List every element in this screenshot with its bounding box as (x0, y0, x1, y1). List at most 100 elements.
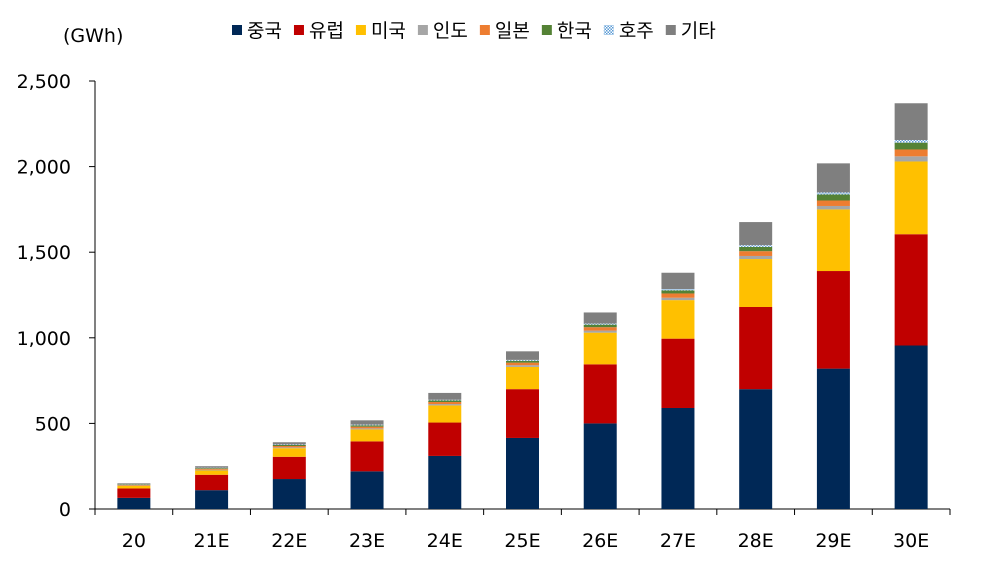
bar-stack (428, 393, 461, 509)
bar-segment (817, 163, 850, 192)
x-tick-label: 22E (271, 530, 307, 552)
legend-swatch (356, 25, 366, 35)
bar-segment (506, 361, 539, 363)
bar-segment (506, 363, 539, 366)
bar-segment (351, 425, 384, 426)
bar-segment (895, 140, 928, 143)
bar-segment (817, 192, 850, 194)
legend-swatch (232, 25, 242, 35)
bar-segment (661, 293, 694, 297)
bar-segment (584, 333, 617, 365)
legend-swatch (418, 25, 428, 35)
bar-segment (273, 479, 306, 509)
bar-stack (739, 222, 772, 509)
bar-segment (584, 325, 617, 328)
y-tick-label: 1,000 (17, 328, 71, 350)
bar-segment (273, 444, 306, 445)
bar-segment (351, 420, 384, 424)
legend-item: 미국 (356, 20, 406, 42)
bar-segment (428, 402, 461, 404)
legend-label: 유럽 (309, 20, 344, 42)
bar-segment (739, 256, 772, 259)
legend-swatch (604, 25, 614, 35)
y-tick-label: 2,000 (17, 157, 71, 179)
bar-segment (351, 471, 384, 509)
legend-label: 호주 (619, 20, 654, 42)
legend-item: 호주 (604, 20, 654, 42)
legend-item: 중국 (232, 20, 282, 42)
x-tick-label: 20 (122, 530, 146, 552)
bar-segment (428, 405, 461, 422)
bar-segment (506, 438, 539, 509)
bar-segment (273, 447, 306, 448)
x-tick-label: 26E (582, 530, 618, 552)
bar-segment (428, 404, 461, 405)
bar-segment (739, 222, 772, 245)
legend-item: 인도 (418, 20, 468, 42)
bar-segment (895, 234, 928, 345)
legend-label: 한국 (557, 20, 592, 42)
bar-segment (661, 289, 694, 290)
bar-segment (273, 446, 306, 447)
bar-stack (273, 442, 306, 509)
bar-segment (428, 456, 461, 509)
bar-segment (117, 484, 150, 485)
bar-segment (428, 400, 461, 402)
legend-label: 미국 (371, 20, 406, 42)
legend-label: 중국 (247, 20, 282, 42)
x-tick-label: 25E (504, 530, 540, 552)
bar-stack (661, 273, 694, 509)
bar-segment (584, 312, 617, 323)
bar-segment (428, 423, 461, 456)
bar-segment (117, 486, 150, 489)
bar-segment (661, 300, 694, 339)
bar-segment (661, 290, 694, 293)
bar-segment (817, 206, 850, 209)
bar-segment (661, 298, 694, 300)
bar-segment (739, 389, 772, 509)
legend-label: 인도 (433, 20, 468, 42)
bar-segment (817, 200, 850, 205)
bar-segment (895, 103, 928, 140)
bar-segment (584, 331, 617, 333)
bar-segment (195, 470, 228, 471)
bar-segment (117, 483, 150, 484)
bar-segment (739, 259, 772, 307)
y-tick-label: 0 (59, 499, 71, 521)
bar-segment (661, 408, 694, 509)
x-tick-label: 23E (349, 530, 385, 552)
legend-label: 기타 (681, 20, 716, 42)
legend-item: 유럽 (294, 20, 344, 42)
bar-segment (817, 369, 850, 509)
x-tick-label: 24E (427, 530, 463, 552)
bar-segment (195, 469, 228, 470)
y-tick-label: 2,500 (17, 71, 71, 93)
bar-segment (739, 245, 772, 247)
bar-segment (895, 143, 928, 150)
bar-segment (506, 351, 539, 360)
legend-item: 기타 (666, 20, 716, 42)
bar-segment (506, 389, 539, 438)
bar-stack (895, 103, 928, 509)
bar-segment (506, 365, 539, 367)
bar-stack (195, 466, 228, 509)
y-tick-label: 1,500 (17, 242, 71, 264)
bar-segment (739, 251, 772, 256)
bar-segment (351, 429, 384, 441)
bar-segment (584, 364, 617, 423)
bar-segment (895, 346, 928, 509)
bar-segment (117, 488, 150, 497)
bar-segment (117, 485, 150, 486)
bar-segment (273, 448, 306, 457)
x-tick-label: 30E (893, 530, 929, 552)
bar-segment (428, 400, 461, 401)
x-tick-label: 21E (193, 530, 229, 552)
bars (117, 103, 927, 509)
bar-segment (895, 149, 928, 156)
bar-segment (195, 490, 228, 509)
